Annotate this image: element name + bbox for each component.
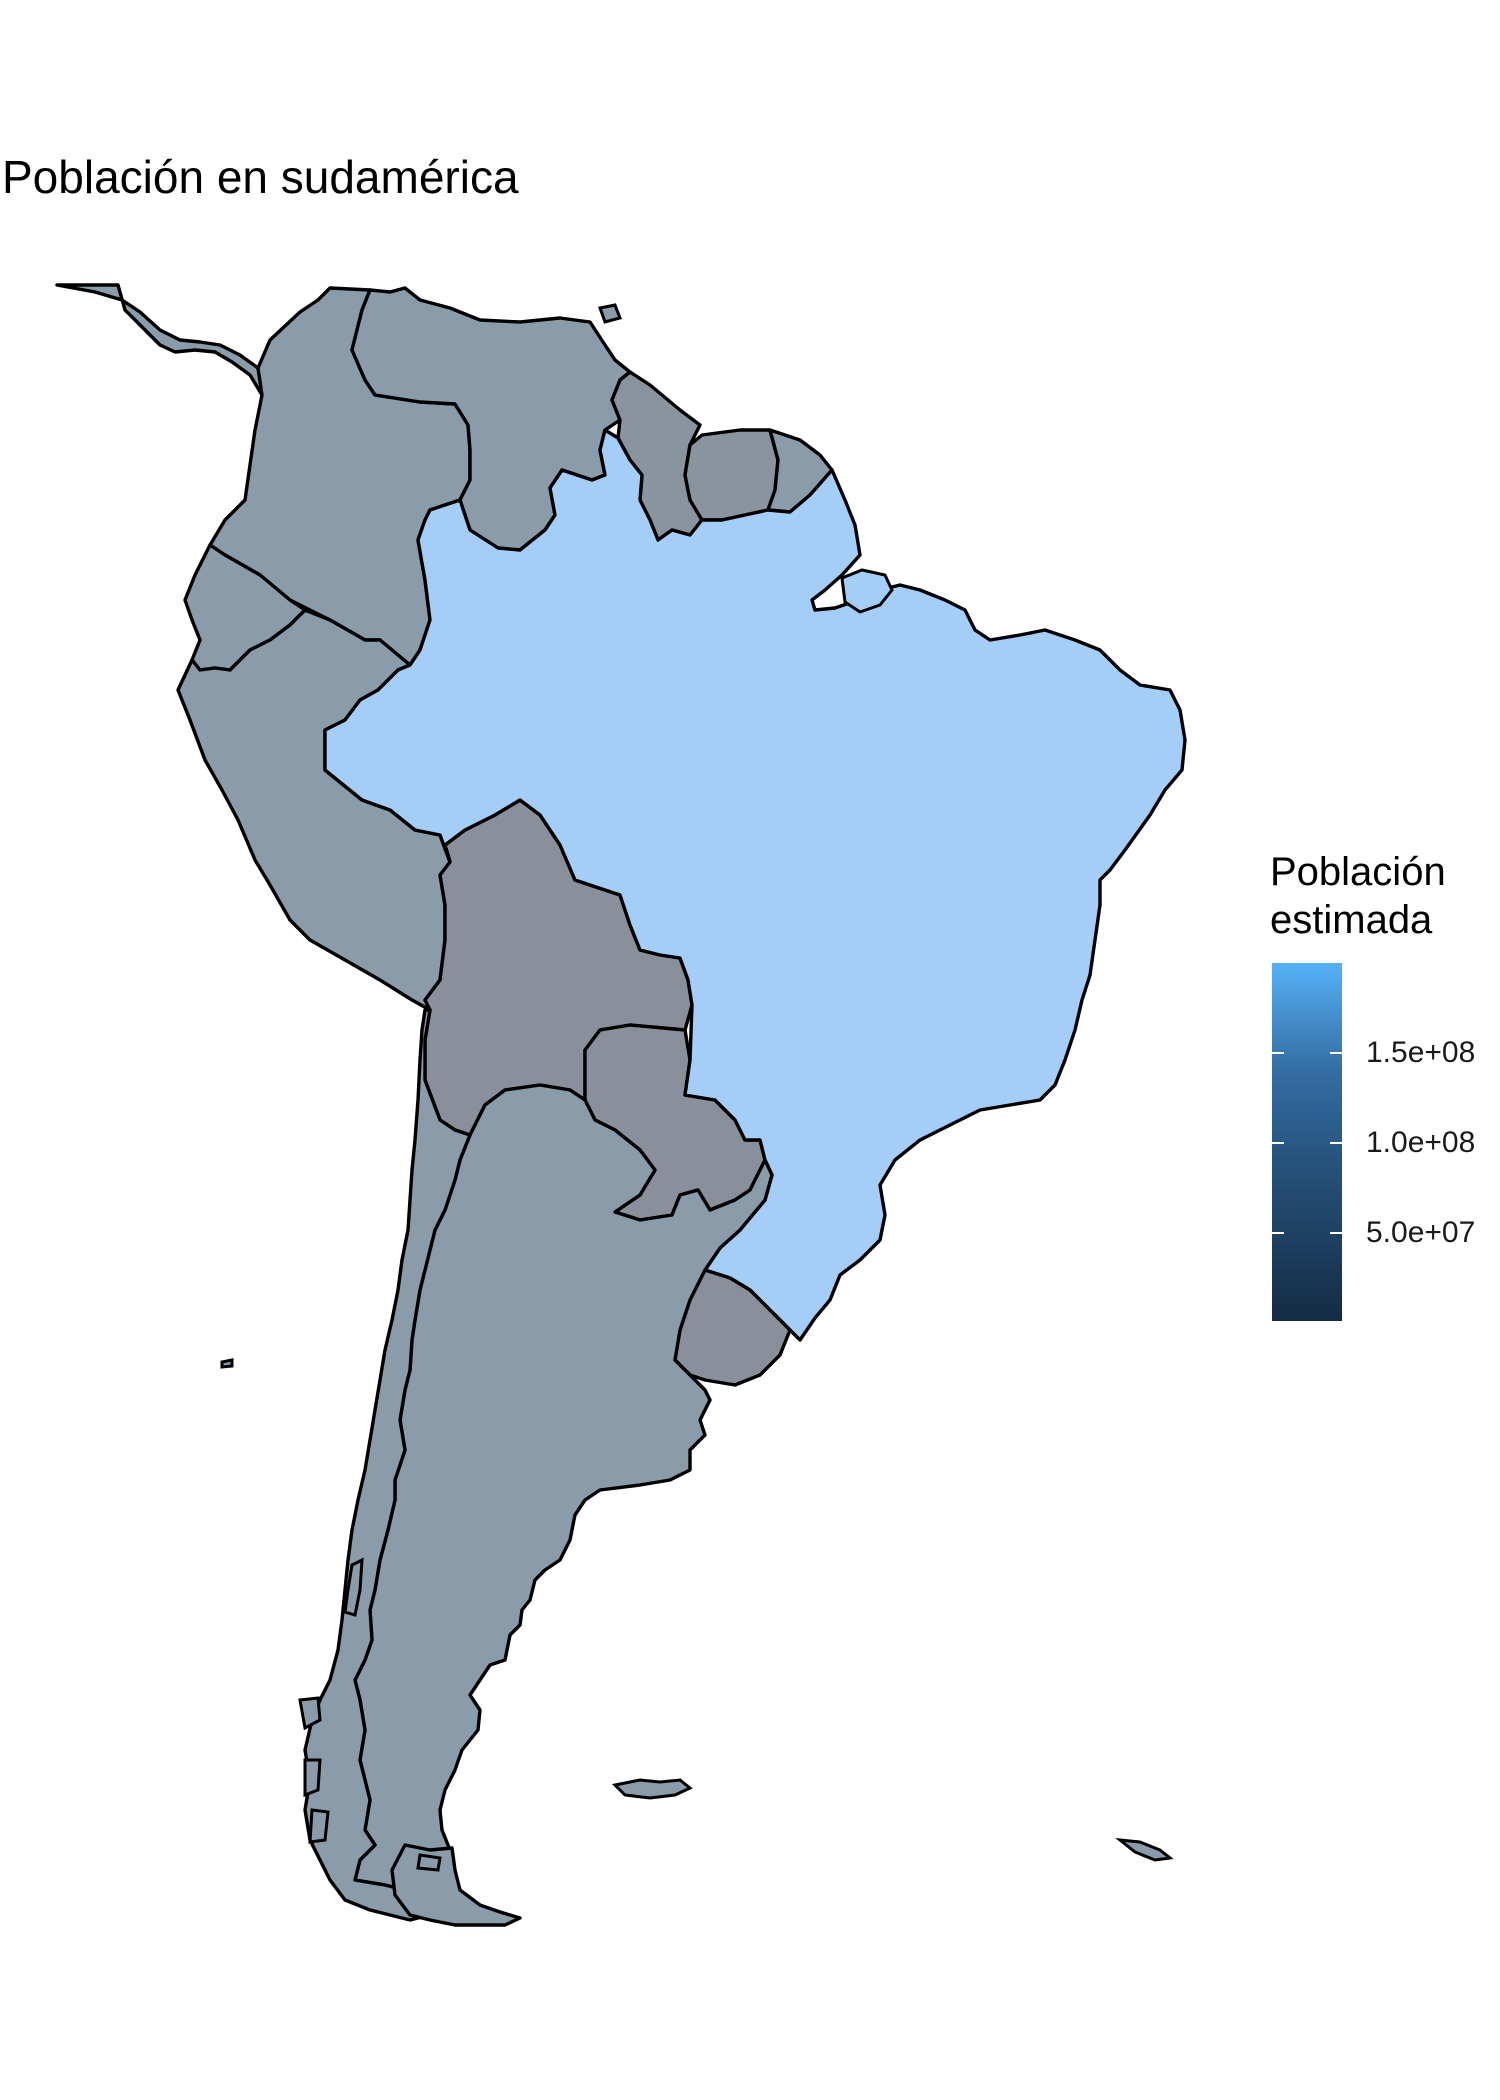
island-chiloe (343, 1557, 364, 1617)
island-fjord-4 (416, 1853, 442, 1872)
legend-tick-mark (1272, 1052, 1284, 1054)
legend-tick-mark (1330, 1232, 1342, 1234)
island-fjord-2 (303, 1758, 322, 1798)
region-suriname[interactable] (683, 428, 780, 522)
island-fjord-3 (308, 1808, 330, 1844)
island-galapagos (220, 1358, 234, 1369)
island-trinidad (598, 303, 622, 324)
legend-tick-mark (1272, 1142, 1284, 1144)
legend-tick-label: 1.5e+08 (1366, 1036, 1476, 1069)
island-south-georgia (1115, 1838, 1174, 1862)
legend-title: Población estimada (1270, 848, 1446, 944)
island-marajo (840, 568, 894, 614)
legend-tick-mark (1330, 1052, 1342, 1054)
region-tierra-del-fuego[interactable] (390, 1843, 522, 1927)
region-panama[interactable] (55, 283, 270, 397)
island-fjord-1 (298, 1696, 322, 1731)
legend-title-line2: estimada (1270, 898, 1433, 942)
legend-title-line1: Población (1270, 850, 1446, 894)
map-title: Población en sudamérica (2, 151, 519, 203)
region-brazil[interactable] (323, 428, 1187, 1342)
legend-tick-mark (1272, 1232, 1284, 1234)
legend-tick-label: 1.0e+08 (1366, 1126, 1476, 1159)
legend-tick-mark (1330, 1142, 1342, 1144)
legend-tick-label: 5.0e+07 (1366, 1216, 1476, 1249)
island-falklands (611, 1778, 693, 1800)
